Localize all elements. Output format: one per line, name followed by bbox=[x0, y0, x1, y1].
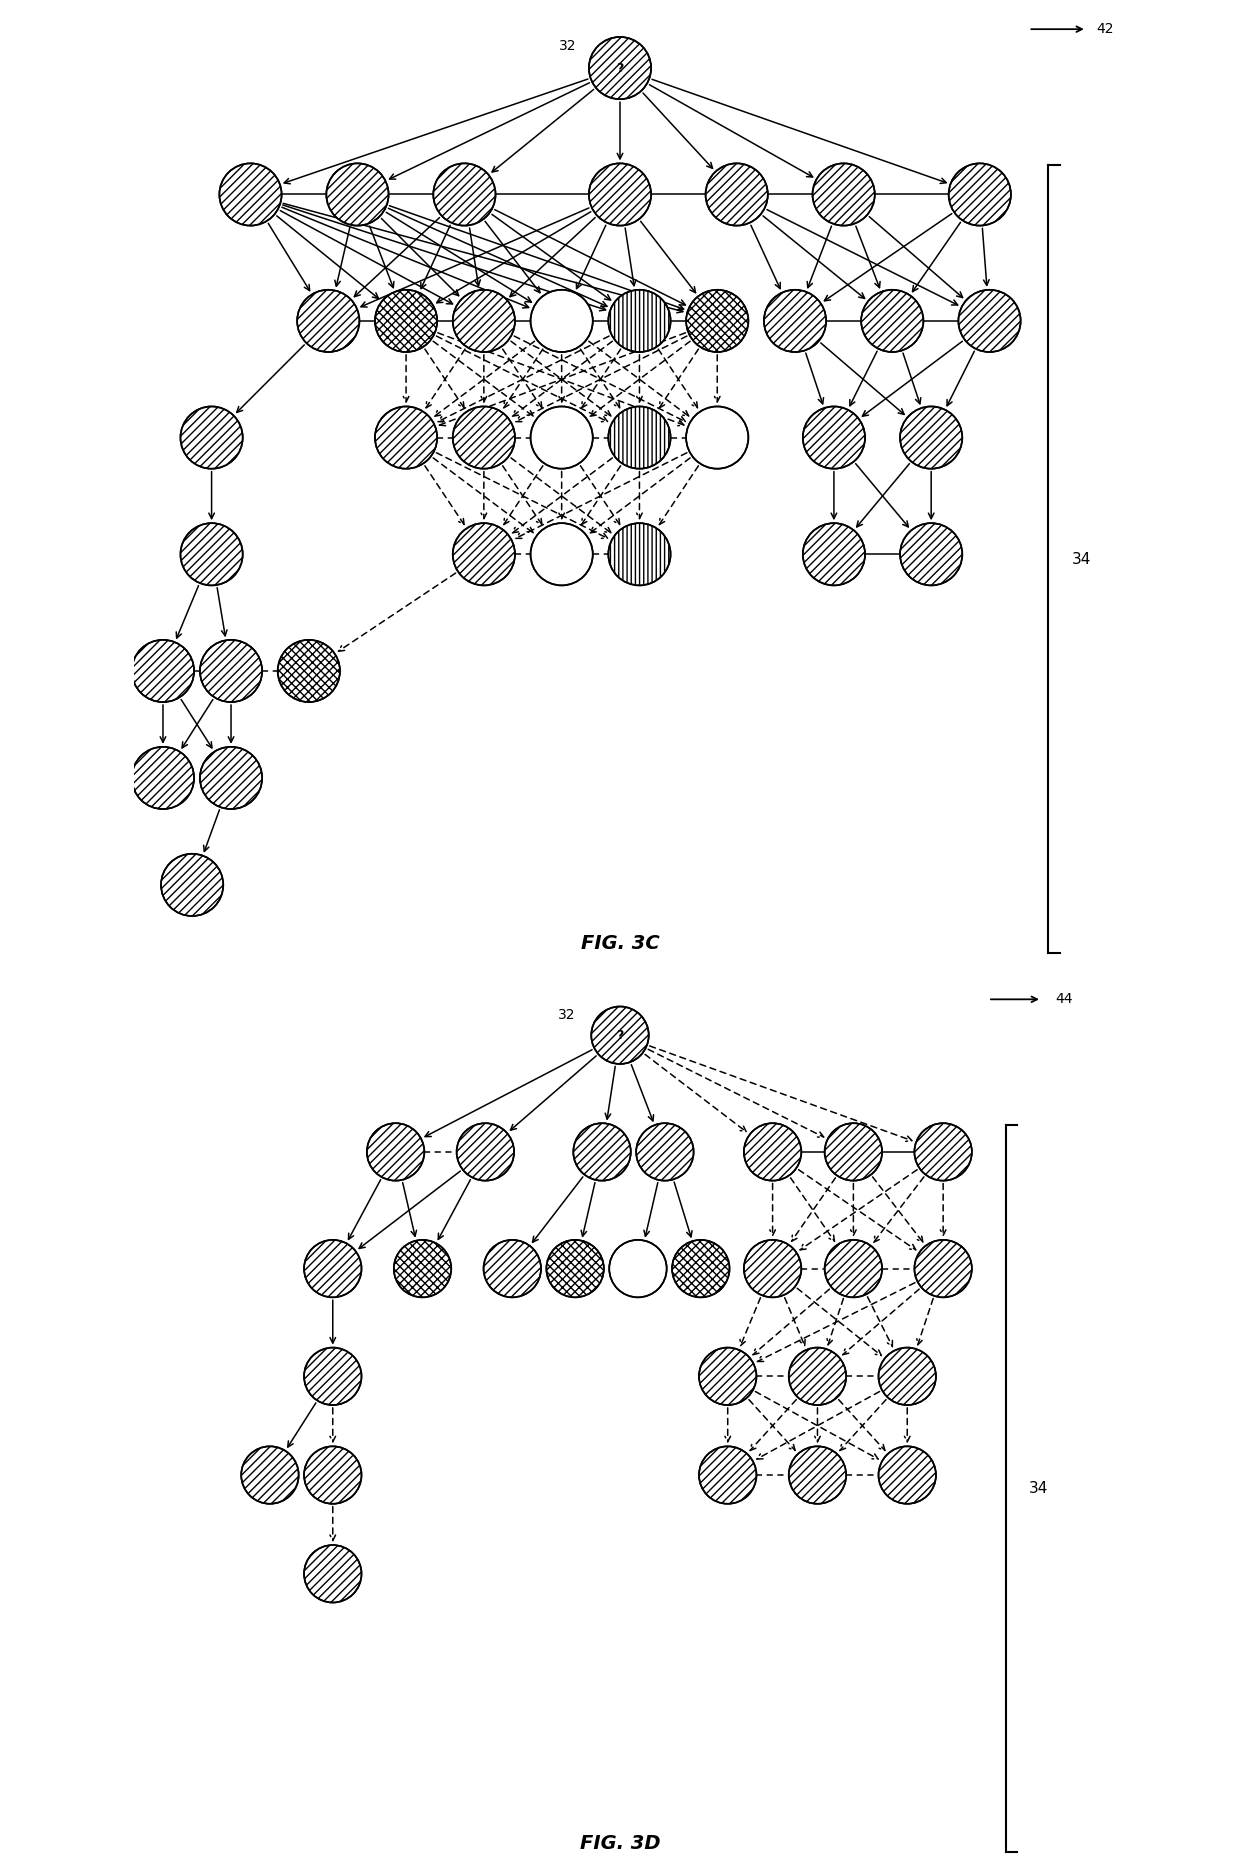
Circle shape bbox=[699, 1446, 756, 1503]
Circle shape bbox=[453, 406, 515, 469]
Circle shape bbox=[861, 290, 924, 352]
Circle shape bbox=[433, 163, 496, 226]
Circle shape bbox=[802, 406, 866, 469]
Circle shape bbox=[825, 1124, 882, 1180]
Circle shape bbox=[900, 524, 962, 585]
Circle shape bbox=[686, 406, 749, 469]
Circle shape bbox=[453, 524, 515, 585]
Circle shape bbox=[802, 524, 866, 585]
Circle shape bbox=[878, 1348, 936, 1404]
Circle shape bbox=[589, 37, 651, 99]
Circle shape bbox=[200, 746, 262, 810]
Text: 44: 44 bbox=[1055, 993, 1073, 1006]
Circle shape bbox=[181, 524, 243, 585]
Circle shape bbox=[789, 1446, 846, 1503]
Circle shape bbox=[200, 640, 262, 701]
Text: FIG. 3D: FIG. 3D bbox=[579, 1834, 661, 1853]
Circle shape bbox=[394, 1240, 451, 1298]
Circle shape bbox=[456, 1124, 515, 1180]
Circle shape bbox=[672, 1240, 729, 1298]
Circle shape bbox=[812, 163, 874, 226]
Circle shape bbox=[367, 1124, 424, 1180]
Circle shape bbox=[699, 1348, 756, 1404]
Text: 32: 32 bbox=[558, 1008, 575, 1021]
Circle shape bbox=[959, 290, 1021, 352]
Circle shape bbox=[609, 524, 671, 585]
Circle shape bbox=[744, 1124, 801, 1180]
Circle shape bbox=[878, 1446, 936, 1503]
Circle shape bbox=[789, 1348, 846, 1404]
Text: FIG. 3C: FIG. 3C bbox=[580, 933, 660, 952]
Circle shape bbox=[374, 290, 438, 352]
Circle shape bbox=[304, 1240, 362, 1298]
Circle shape bbox=[609, 290, 671, 352]
Circle shape bbox=[531, 290, 593, 352]
Text: ?: ? bbox=[616, 62, 624, 75]
Circle shape bbox=[744, 1240, 801, 1298]
Circle shape bbox=[825, 1240, 882, 1298]
Circle shape bbox=[242, 1446, 299, 1503]
Circle shape bbox=[131, 640, 195, 701]
Text: ?: ? bbox=[616, 1028, 624, 1042]
Circle shape bbox=[764, 290, 826, 352]
Text: 34: 34 bbox=[1028, 1481, 1048, 1496]
Circle shape bbox=[161, 855, 223, 916]
Circle shape bbox=[573, 1124, 631, 1180]
Circle shape bbox=[589, 163, 651, 226]
Circle shape bbox=[609, 406, 671, 469]
Circle shape bbox=[547, 1240, 604, 1298]
Text: 32: 32 bbox=[559, 39, 577, 54]
Text: 42: 42 bbox=[1096, 22, 1114, 36]
Circle shape bbox=[304, 1348, 362, 1404]
Circle shape bbox=[298, 290, 360, 352]
Circle shape bbox=[531, 524, 593, 585]
Circle shape bbox=[706, 163, 768, 226]
Circle shape bbox=[304, 1545, 362, 1603]
Circle shape bbox=[131, 746, 195, 810]
Circle shape bbox=[686, 290, 749, 352]
Circle shape bbox=[914, 1124, 972, 1180]
Text: 34: 34 bbox=[1073, 552, 1091, 567]
Circle shape bbox=[609, 1240, 667, 1298]
Circle shape bbox=[278, 640, 340, 701]
Circle shape bbox=[326, 163, 388, 226]
Circle shape bbox=[181, 406, 243, 469]
Circle shape bbox=[374, 406, 438, 469]
Circle shape bbox=[900, 406, 962, 469]
Circle shape bbox=[219, 163, 281, 226]
Circle shape bbox=[636, 1124, 693, 1180]
Circle shape bbox=[531, 406, 593, 469]
Circle shape bbox=[914, 1240, 972, 1298]
Circle shape bbox=[304, 1446, 362, 1503]
Circle shape bbox=[484, 1240, 541, 1298]
Circle shape bbox=[949, 163, 1011, 226]
Circle shape bbox=[591, 1006, 649, 1064]
Circle shape bbox=[453, 290, 515, 352]
